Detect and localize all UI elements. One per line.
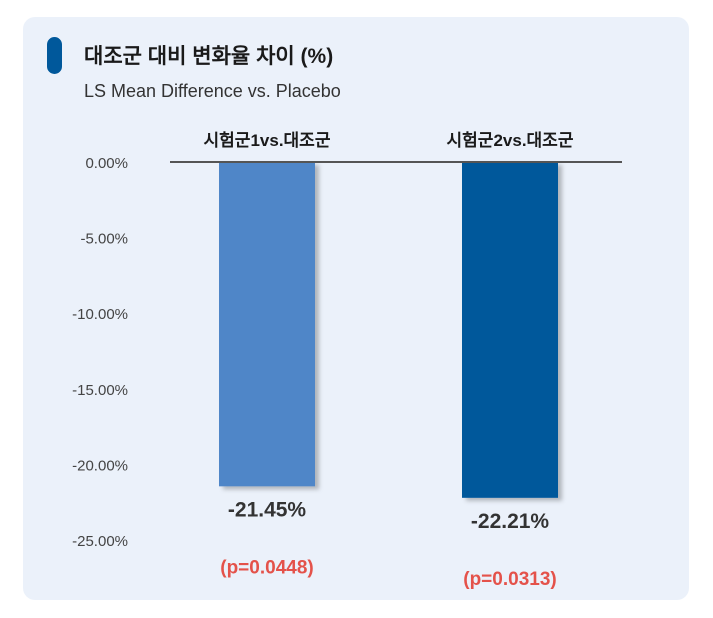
y-tick-label: -5.00%: [80, 231, 128, 248]
y-tick-label: -10.00%: [72, 306, 128, 323]
chart-title: 대조군 대비 변화율 차이 (%): [84, 45, 334, 68]
y-tick-label: -20.00%: [72, 457, 128, 474]
title-accent-pill: [47, 37, 62, 74]
chart-subtitle: LS Mean Difference vs. Placebo: [84, 81, 341, 101]
value-label-2: -22.21%: [471, 510, 550, 533]
p-value-label-2: (p=0.0313): [463, 569, 556, 590]
value-label-1: -21.45%: [228, 498, 307, 521]
y-tick-label: -25.00%: [72, 533, 128, 550]
category-label-1: 시험군1vs.대조군: [204, 130, 331, 150]
chart-card: [23, 17, 689, 600]
p-value-label-1: (p=0.0448): [220, 557, 313, 578]
bar-1: [219, 162, 315, 487]
y-tick-label: 0.00%: [85, 155, 128, 172]
category-label-2: 시험군2vs.대조군: [447, 130, 574, 150]
y-tick-label: -15.00%: [72, 382, 128, 399]
bar-2: [462, 162, 558, 498]
